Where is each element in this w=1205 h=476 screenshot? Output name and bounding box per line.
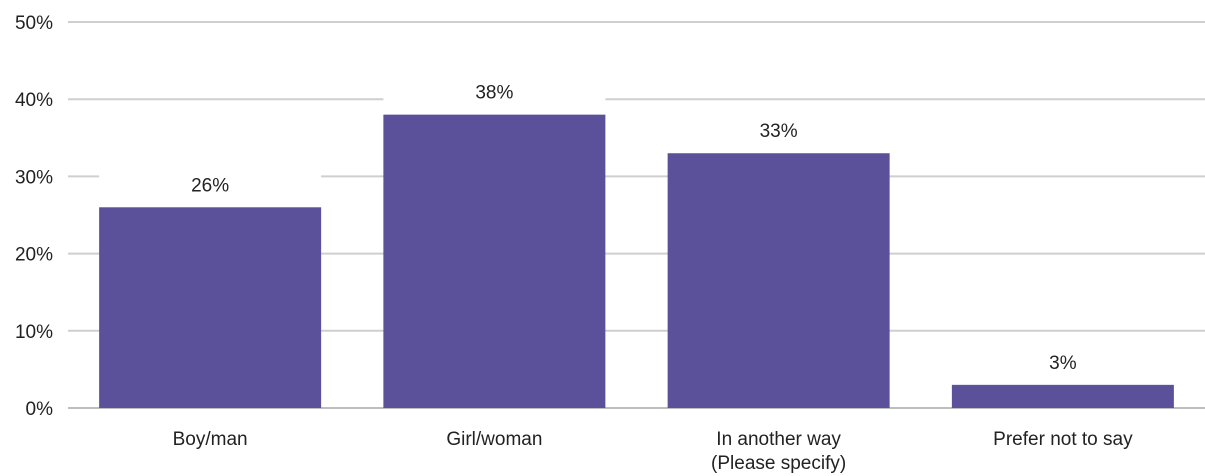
data-label-background <box>667 113 890 146</box>
y-axis: 0% 10% 20% 30% 40% 50% <box>15 13 53 420</box>
data-label-background <box>951 344 1174 377</box>
y-tick-label: 50% <box>15 13 53 34</box>
x-axis: Boy/man Girl/woman In another way (Please s… <box>173 429 1133 474</box>
x-tick-label: Boy/man <box>173 429 248 450</box>
data-label: 33% <box>760 121 798 142</box>
x-tick-label: Girl/woman <box>446 429 542 450</box>
x-tick-label: Prefer not to say <box>993 429 1133 450</box>
data-label: 38% <box>475 83 513 104</box>
data-label-background <box>383 74 606 107</box>
y-tick-label: 0% <box>26 399 54 420</box>
bars <box>99 114 1174 408</box>
data-label: 3% <box>1049 353 1077 374</box>
y-tick-label: 30% <box>15 167 53 188</box>
y-tick-label: 20% <box>15 245 53 266</box>
data-label-background <box>99 167 322 200</box>
bar <box>383 114 606 408</box>
bar <box>951 384 1174 408</box>
bar <box>99 207 322 408</box>
y-tick-label: 40% <box>15 90 53 111</box>
bar <box>667 153 890 408</box>
data-labels: 26% 38% 33% 3% <box>99 74 1174 377</box>
y-tick-label: 10% <box>15 322 53 343</box>
x-tick-label: In another way (Please specify) <box>711 429 846 474</box>
data-label: 26% <box>191 175 229 196</box>
